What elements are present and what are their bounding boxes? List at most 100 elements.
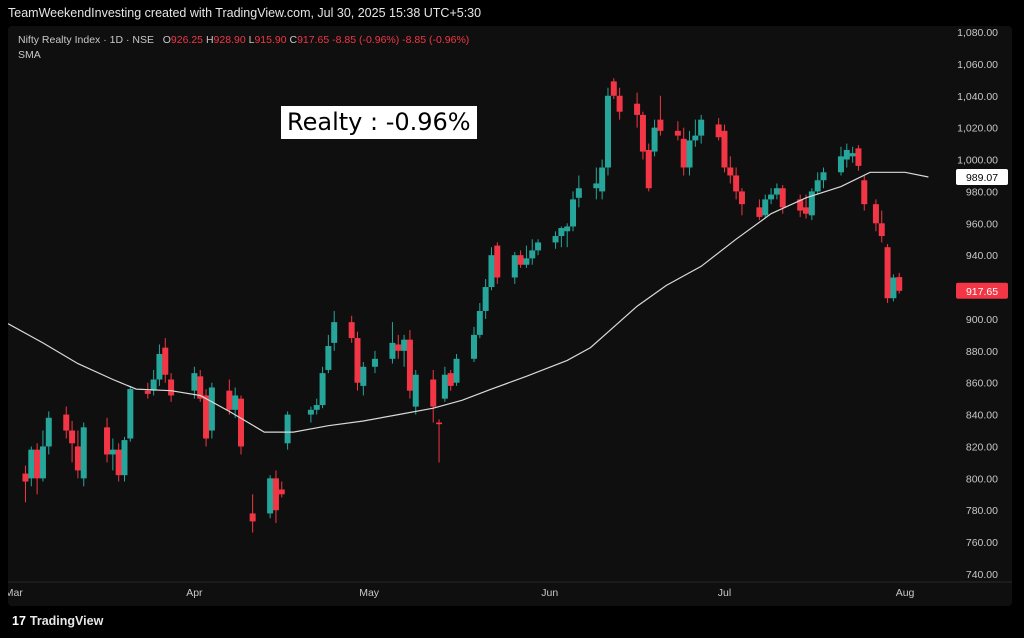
legend-high-label: H (205, 34, 214, 46)
candle-down (616, 95, 623, 112)
candle-down (733, 175, 740, 192)
legend-symbol: Nifty Realty Index · 1D · NSE (18, 34, 154, 46)
close-price-label: 917.65 (966, 286, 998, 298)
legend-change-secondary: -8.85 (-0.96%) (402, 34, 470, 46)
y-tick-label: 1,080.00 (957, 27, 998, 39)
candle-up (552, 236, 559, 243)
y-tick-label: 880.00 (966, 346, 998, 358)
y-tick-label: 980.00 (966, 186, 998, 198)
y-tick-label: 740.00 (966, 569, 998, 581)
candle-up (476, 310, 483, 335)
candle-down (249, 513, 256, 522)
candle-up (371, 358, 378, 367)
brand-text: TradingView (29, 614, 104, 628)
y-tick-label: 780.00 (966, 505, 998, 517)
candle-down (896, 277, 903, 291)
candle-up (28, 449, 35, 479)
sma-price-label-bg (956, 168, 1008, 185)
legend-open-value: 926.25 (170, 34, 204, 46)
candle-up (401, 339, 408, 351)
candle-up (471, 334, 477, 359)
y-tick-label: 1,000.00 (957, 155, 998, 167)
candle-down (348, 322, 355, 339)
legend-low-label: L (248, 34, 255, 46)
footer: 17 TradingView (0, 606, 1024, 638)
candle-up (698, 119, 705, 136)
y-tick-label: 900.00 (966, 314, 998, 326)
tradingview-brand[interactable]: 17 TradingView (12, 614, 103, 628)
candle-down (238, 398, 244, 447)
candle-down (226, 390, 233, 410)
candle-up (820, 172, 827, 181)
candle-up (121, 440, 128, 476)
candle-up (39, 446, 46, 479)
candle-down (447, 373, 454, 386)
candle-up (80, 427, 87, 479)
legend-high-value: 928.90 (213, 34, 246, 46)
candle-down (715, 124, 722, 138)
candle-up (331, 322, 338, 343)
candle-down (680, 138, 687, 168)
y-tick-label: 760.00 (966, 537, 998, 549)
candle-down (779, 188, 786, 208)
candle-down (436, 422, 443, 425)
legend-sma: SMA (18, 49, 41, 61)
y-tick-label: 960.00 (966, 218, 998, 230)
candle-up (127, 389, 134, 439)
candle-down (803, 207, 810, 214)
credit-text: TeamWeekendInvesting created with Tradin… (8, 6, 482, 20)
candle-down (727, 167, 734, 176)
candle-down (878, 223, 885, 237)
candle-down (395, 344, 402, 351)
x-tick-label: Jun (541, 587, 558, 599)
candle-up (109, 449, 116, 455)
candle-up (191, 373, 198, 391)
candle-down (144, 390, 151, 394)
legend: Nifty Realty Index · 1D · NSE O926.25 H9… (18, 34, 469, 61)
candle-up (651, 127, 658, 152)
y-tick-label: 860.00 (966, 378, 998, 390)
candle-down (22, 473, 29, 482)
candle-down (517, 255, 524, 265)
candle-down (634, 103, 641, 115)
candle-down (884, 247, 891, 299)
candle-down (872, 204, 879, 224)
candle-down (203, 395, 210, 439)
candle-up (686, 140, 693, 168)
candle-down (797, 199, 804, 211)
candle-up (599, 167, 606, 192)
candle-up (762, 199, 769, 216)
candle-down (406, 339, 413, 391)
candle-down (34, 449, 41, 479)
y-tick-label: 1,040.00 (957, 91, 998, 103)
candle-down (63, 414, 70, 431)
candle-up (593, 183, 600, 189)
chart-area[interactable]: 1,080.00 1,060.00 1,040.00 1,020.00 1,000.00… (8, 26, 1012, 606)
candle-down (610, 81, 617, 96)
candle-up (575, 188, 582, 198)
candle-up (313, 405, 320, 410)
candle-up (488, 255, 495, 288)
legend-close-label: C (289, 34, 298, 46)
x-tick-label: May (359, 587, 380, 599)
candle-up (511, 255, 518, 278)
candle-down (738, 191, 745, 205)
chart-plot[interactable]: 1,080.00 1,060.00 1,040.00 1,020.00 1,000.00… (8, 26, 1012, 606)
y-tick-label: 1,060.00 (957, 59, 998, 71)
legend-open-label: O (162, 34, 171, 46)
tradingview-logo-icon: 17 (12, 614, 26, 628)
sma-price-label: 989.07 (966, 172, 998, 184)
candle-down (855, 148, 862, 166)
candle-up (535, 242, 542, 251)
candle-down (430, 379, 437, 407)
candle-down (354, 338, 361, 383)
candle-down (74, 446, 81, 471)
candle-up (325, 346, 332, 370)
candle-down (115, 449, 122, 476)
top-bar: TeamWeekendInvesting created with Tradin… (0, 0, 1024, 26)
candle-down (861, 180, 868, 205)
candle-up (232, 395, 239, 410)
price-axis (946, 26, 1012, 606)
candle-up (284, 414, 291, 444)
candle-up (773, 188, 780, 195)
